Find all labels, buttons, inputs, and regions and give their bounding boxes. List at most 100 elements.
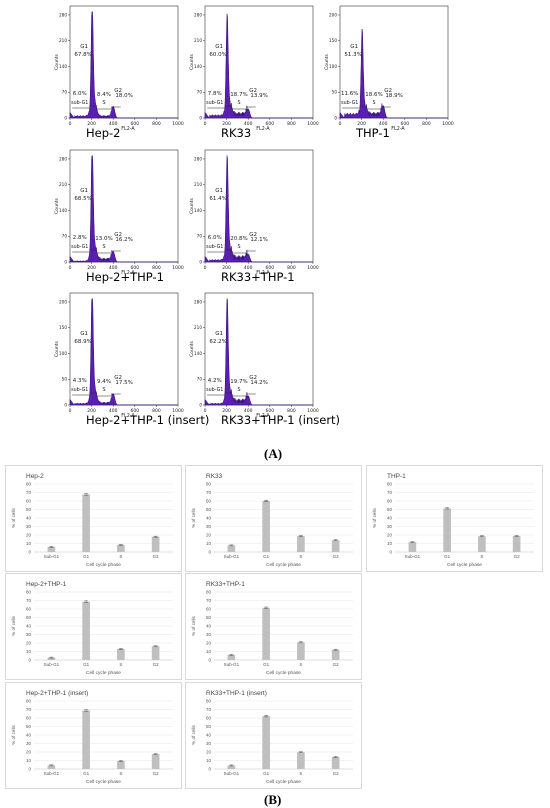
error-bar <box>84 709 89 712</box>
x-tick-label: G2 <box>333 554 340 559</box>
y-tick-label: 40 <box>26 516 32 521</box>
error-bar <box>229 544 234 547</box>
histogram-4: 0 200 400 600 800 1000 0 70 140 210 280 Counts FL2-A… <box>54 149 184 276</box>
S-label: S <box>237 100 240 106</box>
error-bar <box>264 606 269 609</box>
y-tick-label: 200 <box>59 299 67 304</box>
x-tick-label: 1000 <box>307 265 319 271</box>
g2-label: G2 <box>114 375 122 381</box>
y-tick-label: 30 <box>26 632 32 637</box>
histogram-2: 0 200 400 600 800 1000 0 70 140 210 280 Counts FL2-A… <box>189 5 319 132</box>
y-tick-label: 30 <box>26 524 32 529</box>
g2-label: G2 <box>249 232 257 238</box>
x-axis-label: Cell cycle phase <box>86 670 121 676</box>
error-bar <box>49 546 54 548</box>
g2-label: G2 <box>114 88 122 94</box>
x-tick-label: 0 <box>69 121 72 127</box>
bar-chart-svg: Hep-2 0 10 20 30 40 50 60 70 80 % of cells Cell cyc… <box>11 473 173 568</box>
y-axis-label: % of cells <box>191 507 196 527</box>
bar-s <box>297 536 305 552</box>
y-tick-label: 50 <box>26 507 32 512</box>
x-tick-label: Sub-G1 <box>224 554 240 559</box>
g1-percent: 51.3% <box>344 52 361 58</box>
panel-a-label: (A) <box>264 446 283 461</box>
bar-g2 <box>331 756 340 769</box>
y-tick-label: 30 <box>206 632 212 637</box>
error-bar <box>333 756 338 758</box>
x-tick-label: 1000 <box>307 408 319 414</box>
x-tick-label: 800 <box>287 265 296 271</box>
bar-g1 <box>262 716 270 769</box>
x-tick-label: S <box>299 554 302 559</box>
x-tick-label: 600 <box>266 265 275 271</box>
histogram-trace <box>69 298 178 406</box>
x-axis-label: FL2-A <box>256 126 270 132</box>
histogram-trace <box>204 298 313 406</box>
y-tick-label: 30 <box>206 741 212 746</box>
y-axis-label: Counts <box>54 197 60 213</box>
y-tick-label: 70 <box>26 707 32 712</box>
error-bar <box>298 751 303 754</box>
y-tick-label: 0 <box>199 260 202 265</box>
y-tick-label: 80 <box>26 590 32 595</box>
S-label: S <box>237 244 240 250</box>
y-tick-label: 50 <box>387 507 393 512</box>
bar-chart-7: RK33+THP-1 (insert) 0 10 20 30 40 50 60 70 80 % of… <box>185 682 362 789</box>
x-tick-label: 200 <box>357 121 366 127</box>
x-tick-label: G1 <box>263 771 270 776</box>
error-bar <box>84 493 89 496</box>
y-tick-label: 210 <box>194 182 202 187</box>
x-tick-label: 400 <box>244 265 253 271</box>
x-tick-label: 200 <box>87 265 96 271</box>
x-tick-label: G2 <box>514 554 521 559</box>
y-axis-label: Counts <box>189 53 195 69</box>
histogram-trace <box>339 28 448 119</box>
g2-percent: 17.5% <box>115 380 132 386</box>
y-tick-label: 70 <box>197 234 203 239</box>
error-bar <box>333 648 338 651</box>
subg1-label: sub-G1 <box>341 100 358 106</box>
bar-chart-title: Hep-2+THP-1 (insert) <box>26 690 88 697</box>
y-tick-label: 80 <box>26 482 32 487</box>
y-tick-label: 80 <box>387 482 393 487</box>
y-tick-label: 210 <box>59 182 67 187</box>
x-axis-label: FL2-A <box>256 413 270 419</box>
y-tick-label: 0 <box>199 116 202 121</box>
g1-label: G1 <box>215 331 223 337</box>
x-tick-label: G2 <box>153 554 160 559</box>
x-tick-label: S <box>480 554 483 559</box>
error-bar <box>84 600 89 603</box>
error-bar <box>49 764 54 767</box>
x-axis-label: FL2-A <box>256 270 270 276</box>
y-axis-label: Counts <box>189 340 195 356</box>
y-tick-label: 200 <box>329 12 337 17</box>
bar-chart-svg: THP-1 0 10 20 30 40 50 60 70 80 % of cells Cell cyc… <box>372 473 534 568</box>
y-tick-label: 80 <box>206 590 212 595</box>
S-percent: 18.6% <box>365 92 382 98</box>
x-tick-label: 600 <box>266 121 275 127</box>
x-tick-label: 800 <box>152 408 161 414</box>
bar-chart-svg: Hep-2+THP-1 (insert) 0 10 20 30 40 50 60 70 80 % o… <box>11 690 173 785</box>
bar-g2 <box>151 646 160 660</box>
y-tick-label: 50 <box>206 507 212 512</box>
y-tick-label: 100 <box>329 64 337 69</box>
y-tick-label: 40 <box>206 624 212 629</box>
bar-chart-title: Hep-2 <box>26 473 44 480</box>
S-label: S <box>372 100 375 106</box>
y-tick-label: 60 <box>206 499 212 504</box>
x-tick-label: S <box>119 771 122 776</box>
g1-percent: 62.2% <box>209 339 226 345</box>
error-bar <box>229 654 234 656</box>
x-tick-label: 800 <box>287 408 296 414</box>
bar-chart-title: RK33+THP-1 <box>206 581 245 588</box>
subg1-label: sub-G1 <box>206 244 223 250</box>
y-axis-label: Counts <box>54 53 60 69</box>
g1-percent: 68.5% <box>74 196 91 202</box>
x-tick-label: 400 <box>379 121 388 127</box>
error-bar <box>153 535 158 538</box>
y-tick-label: 140 <box>194 64 202 69</box>
y-tick-label: 50 <box>62 377 68 382</box>
bar-s <box>117 648 125 660</box>
bar-g2 <box>331 649 340 660</box>
y-tick-label: 140 <box>194 351 202 356</box>
